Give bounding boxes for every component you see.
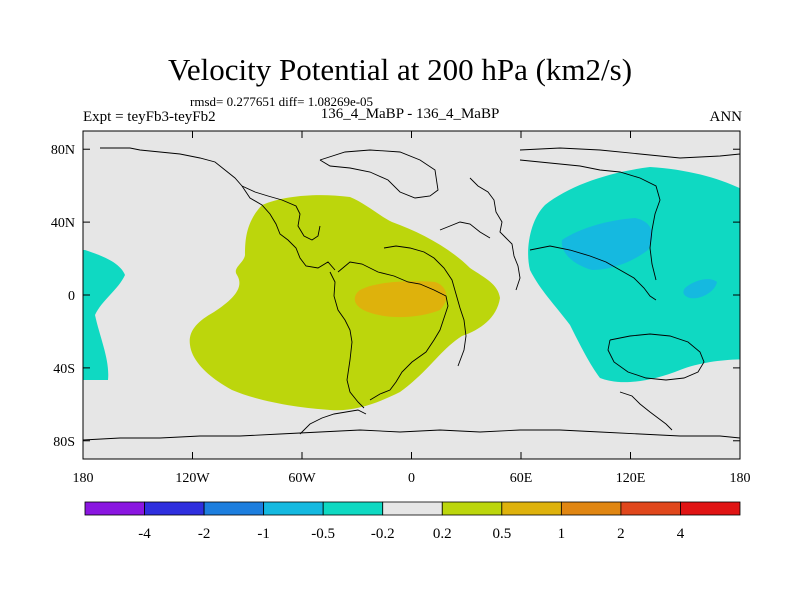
colorbar-swatch xyxy=(382,501,443,516)
colorbar-label: -4 xyxy=(138,526,151,542)
colorbar-label: -2 xyxy=(198,526,211,542)
y-tick-label: 80N xyxy=(51,143,75,158)
colorbar-label: -0.5 xyxy=(311,526,335,542)
colorbar-swatch xyxy=(84,501,145,516)
colorbar-swatch xyxy=(203,501,265,516)
contour-fills xyxy=(83,147,740,441)
colorbar-swatch xyxy=(620,501,681,516)
season-label: ANN xyxy=(709,109,743,125)
x-tick-label: 60E xyxy=(510,471,533,486)
region-positive-0.2-0.5 xyxy=(189,195,500,411)
colorbar-label: 0.2 xyxy=(433,526,452,542)
chart-title: Velocity Potential at 200 hPa (km2/s) xyxy=(167,52,633,87)
x-tick-label: 120W xyxy=(175,471,210,486)
x-tick-label: 120E xyxy=(616,471,646,486)
colorbar-swatch xyxy=(144,501,205,516)
axes: 180 120W 60W 0 60E 120E 180 80N 40N 0 40S 80S xyxy=(51,131,751,486)
colorbar: -4 -2 -1 -0.5 -0.2 0.2 0.5 1 2 4 xyxy=(84,501,741,542)
coastlines xyxy=(83,147,740,441)
x-tick-label: 180 xyxy=(730,471,751,486)
x-tick-label: 0 xyxy=(408,471,415,486)
x-tick-label: 60W xyxy=(288,471,316,486)
experiment-label: Expt = teyFb3-teyFb2 xyxy=(83,109,216,125)
colorbar-label: -0.2 xyxy=(371,526,395,542)
case-label: 136_4_MaBP - 136_4_MaBP xyxy=(320,106,500,122)
region-positive-0.5-1 xyxy=(354,281,447,318)
colorbar-label: 1 xyxy=(558,526,566,542)
colorbar-swatch xyxy=(680,501,741,516)
region-negative-west xyxy=(83,250,125,380)
y-tick-label: 80S xyxy=(53,435,75,450)
colorbar-swatch xyxy=(263,501,324,516)
region-negative-0.5-1 xyxy=(561,218,653,270)
y-tick-label: 0 xyxy=(68,289,75,304)
colorbar-swatch xyxy=(322,501,384,516)
colorbar-label: 4 xyxy=(677,526,685,542)
x-tick-label: 180 xyxy=(73,471,94,486)
colorbar-label: -1 xyxy=(257,526,270,542)
region-negative-0.5-1-small xyxy=(683,279,717,299)
colorbar-swatch xyxy=(441,501,503,516)
region-negative-east xyxy=(528,167,740,383)
colorbar-label: 2 xyxy=(617,526,625,542)
colorbar-swatch xyxy=(560,501,622,516)
colorbar-swatch xyxy=(501,501,562,516)
colorbar-label: 0.5 xyxy=(492,526,511,542)
stats-line: rmsd= 0.277651 diff= 1.08269e-05 xyxy=(190,94,374,109)
y-tick-label: 40N xyxy=(51,216,75,231)
y-tick-label: 40S xyxy=(53,362,75,377)
